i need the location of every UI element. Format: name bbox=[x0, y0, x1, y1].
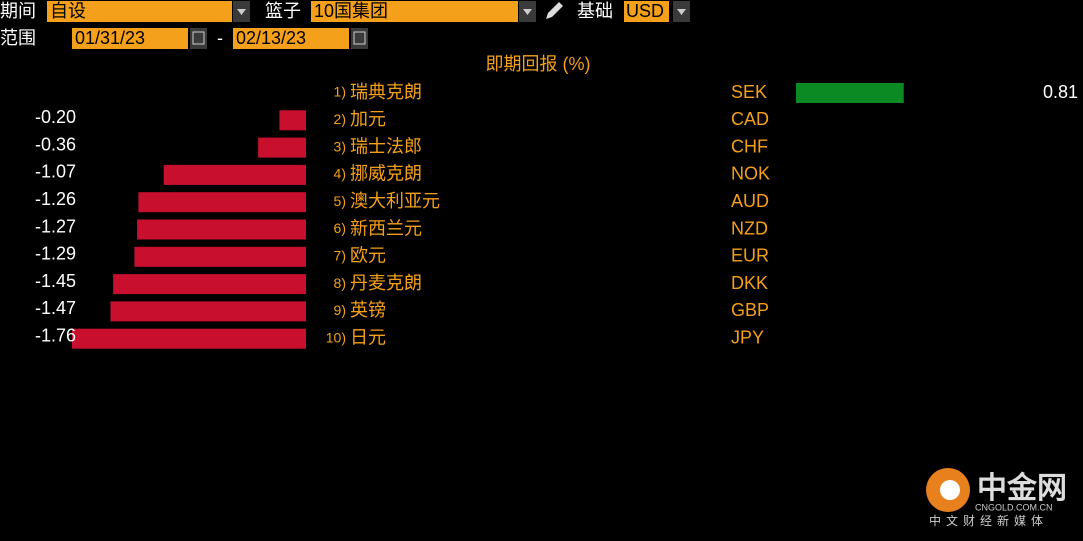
value-label: -1.76 bbox=[35, 325, 76, 345]
chart-title: 即期回报 (%) bbox=[486, 54, 591, 74]
basket-value[interactable]: 10国集团 bbox=[314, 1, 388, 21]
bar bbox=[138, 192, 306, 213]
bar bbox=[163, 164, 306, 185]
value-label: -0.36 bbox=[35, 134, 76, 154]
base-value[interactable]: USD bbox=[626, 1, 664, 21]
value-label: -1.26 bbox=[35, 189, 76, 209]
base-field[interactable] bbox=[624, 1, 669, 22]
period-value[interactable]: 自设 bbox=[50, 1, 86, 21]
calendar-icon bbox=[353, 31, 366, 45]
currency-name: 英镑 bbox=[350, 300, 386, 320]
bar bbox=[113, 274, 307, 295]
period-label: 期间 bbox=[0, 1, 36, 21]
start-date-field[interactable] bbox=[72, 28, 188, 49]
currency-code: DKK bbox=[731, 273, 768, 293]
value-label: -0.20 bbox=[35, 107, 76, 127]
range-label: 范围 bbox=[0, 28, 36, 48]
rank: 7) bbox=[334, 248, 346, 264]
edit-icon[interactable] bbox=[546, 2, 563, 19]
site: CNGOLD.COM.CN bbox=[975, 502, 1053, 512]
bar bbox=[796, 83, 904, 103]
currency-name: 新西兰元 bbox=[350, 218, 422, 238]
bar bbox=[110, 301, 307, 322]
dropdown-arrow bbox=[523, 9, 532, 15]
currency-name: 瑞士法郎 bbox=[350, 136, 422, 156]
currency-code: NOK bbox=[731, 164, 770, 184]
currency-name: 加元 bbox=[350, 109, 386, 129]
bar bbox=[137, 219, 306, 240]
rank: 9) bbox=[334, 302, 346, 318]
brand: 中金网 bbox=[977, 471, 1067, 505]
currency-name: 丹麦克朗 bbox=[350, 273, 422, 293]
rank: 4) bbox=[334, 166, 346, 182]
currency-name: 澳大利亚元 bbox=[350, 191, 440, 211]
rank: 8) bbox=[334, 275, 346, 291]
currency-code: CHF bbox=[731, 136, 768, 156]
base-label: 基础 bbox=[577, 1, 613, 21]
currency-code: NZD bbox=[731, 218, 768, 238]
bar bbox=[71, 328, 306, 349]
currency-name: 挪威克朗 bbox=[350, 164, 422, 184]
value-label: -1.47 bbox=[35, 298, 76, 318]
start-date[interactable]: 01/31/23 bbox=[75, 28, 145, 48]
calendar-icon bbox=[192, 31, 205, 45]
logo-inner bbox=[940, 480, 960, 500]
value-label: -1.45 bbox=[35, 271, 76, 291]
value-label: 0.81 bbox=[1043, 82, 1078, 102]
currency-name: 欧元 bbox=[350, 246, 386, 266]
currency-name: 日元 bbox=[350, 327, 386, 347]
end-date-field[interactable] bbox=[233, 28, 349, 49]
currency-code: AUD bbox=[731, 191, 769, 211]
slogan: 中文财经新媒体 bbox=[929, 513, 1048, 528]
rank: 2) bbox=[334, 111, 346, 127]
currency-code: SEK bbox=[731, 82, 767, 102]
bar bbox=[279, 110, 306, 131]
rank: 5) bbox=[334, 193, 346, 209]
dropdown-arrow bbox=[237, 9, 246, 15]
value-label: -1.07 bbox=[35, 162, 76, 182]
dropdown-arrow bbox=[677, 9, 686, 15]
rank: 10) bbox=[326, 329, 346, 345]
basket-field[interactable] bbox=[311, 1, 518, 22]
bar bbox=[258, 137, 306, 158]
period-field[interactable] bbox=[47, 1, 232, 22]
value-label: -1.27 bbox=[35, 216, 76, 236]
end-date[interactable]: 02/13/23 bbox=[236, 28, 306, 48]
rank: 1) bbox=[334, 84, 346, 100]
currency-name: 瑞典克朗 bbox=[350, 82, 422, 102]
bar bbox=[134, 246, 306, 267]
range-separator: - bbox=[217, 28, 223, 48]
rank: 3) bbox=[334, 138, 346, 154]
value-label: -1.29 bbox=[35, 244, 76, 264]
currency-code: JPY bbox=[731, 327, 764, 347]
currency-code: EUR bbox=[731, 246, 769, 266]
currency-code: CAD bbox=[731, 109, 769, 129]
basket-label: 篮子 bbox=[265, 1, 301, 21]
currency-code: GBP bbox=[731, 300, 769, 320]
rank: 6) bbox=[334, 220, 346, 236]
